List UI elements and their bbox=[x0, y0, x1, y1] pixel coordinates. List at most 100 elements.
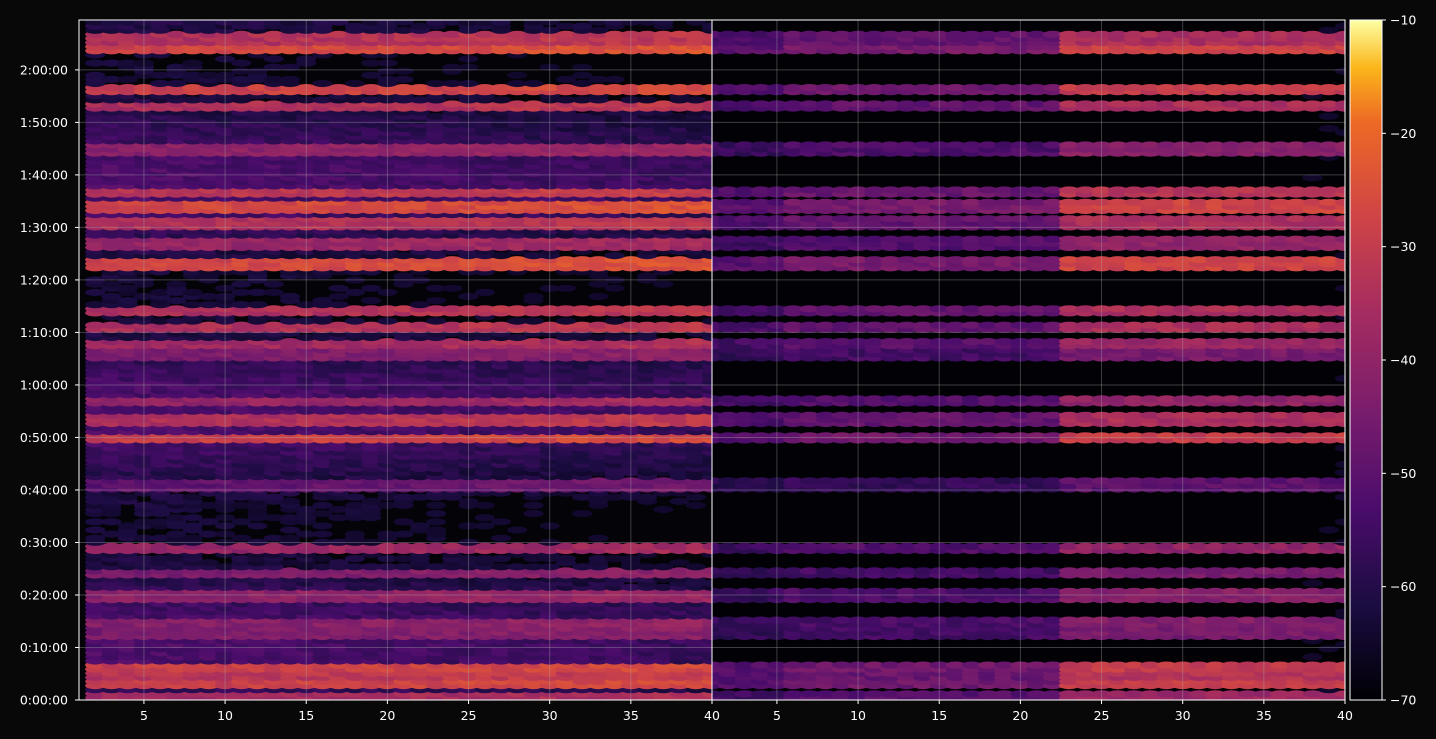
heatmap-cell bbox=[701, 579, 712, 587]
heatmap-cell bbox=[588, 534, 609, 542]
heatmap-cell bbox=[458, 555, 479, 563]
heatmap-cell bbox=[555, 256, 577, 264]
heatmap-cell bbox=[101, 321, 122, 329]
heatmap-cell bbox=[653, 305, 674, 313]
heatmap-cell bbox=[393, 252, 414, 260]
heatmap-cell bbox=[296, 530, 317, 538]
heatmap-cell bbox=[474, 514, 495, 522]
heatmap-cell bbox=[328, 284, 349, 292]
heatmap-cell bbox=[588, 555, 609, 563]
heatmap-cell bbox=[101, 530, 122, 538]
heatmap-cell bbox=[523, 252, 544, 260]
heatmap-cell bbox=[328, 505, 349, 514]
heatmap-cell bbox=[458, 305, 479, 313]
heatmap-cell bbox=[361, 297, 382, 305]
heatmap-cell bbox=[344, 317, 365, 325]
heatmap-cell bbox=[669, 497, 690, 505]
heatmap-cell bbox=[555, 567, 577, 575]
heatmap-cell bbox=[474, 542, 495, 551]
heatmap-cell bbox=[393, 555, 414, 563]
heatmap-cell bbox=[409, 276, 430, 284]
heatmap-cell bbox=[263, 514, 284, 522]
heatmap-cell bbox=[620, 333, 641, 342]
heatmap-cell bbox=[215, 522, 236, 530]
heatmap-cell bbox=[182, 514, 203, 522]
heatmap-cell bbox=[620, 477, 641, 485]
heatmap-cell bbox=[133, 534, 154, 542]
heatmap-cell bbox=[555, 284, 577, 292]
heatmap-cell bbox=[215, 530, 236, 538]
heatmap-cell bbox=[166, 280, 187, 288]
heatmap-cell bbox=[474, 305, 495, 313]
heatmap-cell bbox=[523, 563, 544, 571]
heatmap-cell bbox=[312, 530, 333, 538]
heatmap-cell bbox=[182, 534, 203, 542]
heatmap-cell bbox=[198, 321, 219, 329]
heatmap-cell bbox=[393, 542, 414, 551]
heatmap-cell bbox=[328, 514, 349, 522]
heatmap-cell bbox=[507, 317, 528, 325]
heatmap-cell bbox=[150, 542, 171, 551]
heatmap-cell bbox=[117, 493, 138, 501]
heatmap-cell bbox=[572, 256, 593, 264]
heatmap-cell bbox=[344, 276, 365, 284]
heatmap-cell bbox=[409, 321, 430, 329]
heatmap-cell bbox=[507, 256, 528, 264]
heatmap-cell bbox=[166, 297, 187, 305]
heatmap-cell bbox=[409, 493, 430, 501]
heatmap-cell bbox=[344, 501, 365, 509]
heatmap-cell bbox=[588, 333, 609, 342]
heatmap-cell bbox=[150, 317, 171, 325]
heatmap-cell bbox=[328, 559, 349, 567]
heatmap-cell bbox=[198, 301, 219, 309]
heatmap-cell bbox=[263, 542, 284, 551]
heatmap-cell bbox=[215, 514, 236, 522]
heatmap-cell bbox=[474, 555, 495, 563]
heatmap-cell bbox=[701, 542, 712, 550]
heatmap-cell bbox=[328, 321, 349, 329]
heatmap-cell bbox=[101, 280, 122, 288]
heatmap-cell bbox=[361, 321, 382, 329]
heatmap-cell bbox=[279, 559, 301, 567]
heatmap-cell bbox=[685, 321, 706, 329]
heatmap-cell bbox=[117, 284, 138, 292]
heatmap-cell bbox=[490, 321, 512, 329]
heatmap-cell bbox=[555, 305, 577, 313]
heatmap-cell bbox=[620, 583, 641, 591]
heatmap-cell bbox=[523, 305, 544, 313]
heatmap-cell bbox=[572, 321, 593, 329]
heatmap-cell bbox=[653, 542, 674, 551]
heatmap-cell bbox=[344, 305, 365, 313]
heatmap-cell bbox=[344, 563, 365, 571]
heatmap-cell bbox=[458, 538, 479, 546]
heatmap-cell bbox=[231, 280, 252, 288]
heatmap-cell bbox=[653, 563, 674, 571]
heatmap-cell bbox=[150, 288, 171, 296]
heatmap-cell bbox=[409, 542, 430, 551]
heatmap-cell bbox=[669, 567, 690, 575]
heatmap-cell bbox=[377, 555, 398, 563]
heatmap-cell bbox=[344, 555, 365, 563]
heatmap-cell bbox=[328, 301, 349, 309]
heatmap-cell bbox=[247, 522, 268, 530]
heatmap-cell bbox=[393, 272, 414, 280]
heatmap-cell bbox=[572, 509, 593, 518]
heatmap-cell bbox=[215, 563, 236, 571]
heatmap-cell bbox=[426, 518, 447, 526]
heatmap-cell bbox=[588, 292, 609, 301]
heatmap-cell bbox=[312, 297, 333, 305]
heatmap-cell bbox=[588, 477, 609, 485]
heatmap-cell bbox=[182, 288, 203, 296]
heatmap-cell bbox=[685, 493, 706, 501]
heatmap-cell bbox=[588, 256, 609, 264]
heatmap-cell bbox=[231, 534, 252, 542]
heatmap-cell bbox=[231, 542, 252, 551]
heatmap-cell bbox=[247, 301, 268, 309]
heatmap-cell bbox=[539, 522, 560, 530]
heatmap-cell bbox=[442, 338, 463, 346]
heatmap-cell bbox=[490, 518, 512, 526]
heatmap-cell bbox=[426, 501, 447, 509]
heatmap-cell bbox=[279, 534, 301, 542]
heatmap-cell bbox=[361, 563, 382, 571]
